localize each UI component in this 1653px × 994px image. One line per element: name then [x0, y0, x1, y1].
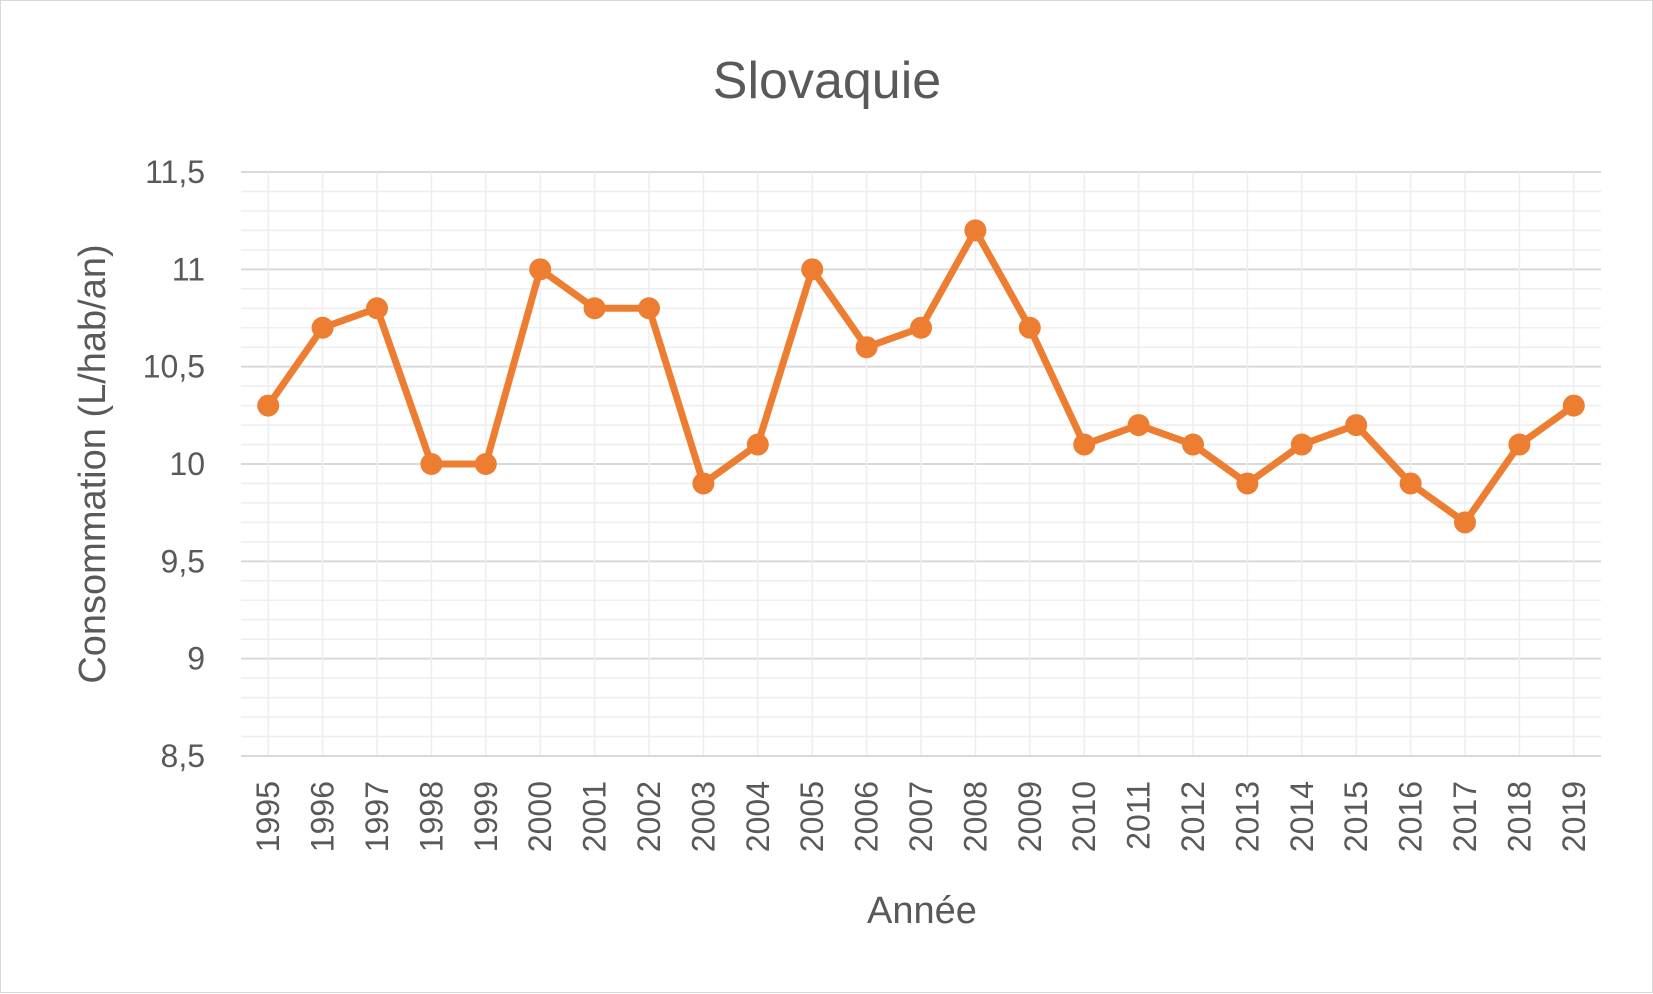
data-point	[1073, 433, 1096, 456]
x-tick-label: 2000	[522, 781, 558, 852]
x-tick-label: 2015	[1338, 781, 1374, 852]
x-tick-label: 2013	[1229, 781, 1265, 852]
data-point	[1562, 394, 1585, 417]
x-tick-label: 2004	[740, 781, 776, 852]
y-tick-label: 9,5	[161, 543, 205, 579]
x-tick-label: 2014	[1284, 781, 1320, 852]
data-point	[583, 297, 606, 320]
data-point	[964, 219, 987, 242]
y-tick-label: 11	[172, 251, 205, 287]
vertical-gridlines	[241, 172, 1601, 757]
data-point	[638, 297, 660, 320]
x-tick-label: 2005	[794, 781, 830, 852]
y-tick-label: 10	[169, 446, 205, 482]
data-point	[910, 316, 932, 339]
y-tick-label: 11,5	[145, 154, 205, 190]
x-tick-label: 2017	[1447, 781, 1483, 852]
x-tick-label: 1999	[468, 781, 504, 852]
x-tick-labels: 1995 1996 1997 1998 1999 2000 2001 2002 2003 2004…	[250, 781, 1592, 852]
data-point	[1399, 472, 1422, 495]
x-tick-label: 1998	[413, 781, 449, 852]
data-point	[420, 453, 443, 475]
x-tick-label: 1997	[359, 781, 395, 852]
data-point	[1236, 472, 1259, 495]
y-axis-title: Consommation (L/hab/an)	[72, 244, 114, 683]
data-point	[801, 258, 824, 281]
x-tick-label: 1996	[305, 781, 341, 852]
x-tick-label: 2010	[1066, 781, 1102, 852]
x-tick-label: 2007	[903, 781, 939, 852]
data-point	[1182, 433, 1204, 456]
data-point	[1454, 511, 1476, 534]
x-tick-label: 2006	[849, 781, 885, 852]
data-point	[311, 316, 334, 339]
data-point	[529, 258, 552, 281]
x-tick-label: 2009	[1012, 781, 1048, 852]
x-tick-label: 2008	[957, 781, 993, 852]
x-tick-label: 2002	[631, 781, 667, 852]
y-tick-label: 10,5	[143, 349, 205, 385]
x-tick-label: 1995	[250, 781, 286, 852]
data-point	[1290, 433, 1313, 456]
chart-title: Slovaquie	[713, 52, 941, 110]
x-tick-label: 2016	[1393, 781, 1429, 852]
data-point	[692, 472, 715, 495]
data-point	[1508, 433, 1531, 456]
data-point	[1345, 414, 1368, 437]
data-point	[1127, 414, 1150, 437]
y-tick-label: 9	[187, 641, 205, 677]
x-tick-label: 2003	[685, 781, 721, 852]
data-point	[1018, 316, 1041, 339]
x-tick-label: 2011	[1121, 781, 1157, 850]
y-tick-labels: 8,5 9 9,5 10 10,5 11 11,5	[143, 154, 205, 774]
series-points	[257, 219, 1585, 534]
y-tick-label: 8,5	[161, 738, 205, 774]
x-tick-label: 2012	[1175, 781, 1211, 852]
data-point	[855, 336, 878, 359]
x-tick-label: 2018	[1501, 781, 1537, 852]
data-point	[366, 297, 388, 320]
x-tick-label: 2019	[1556, 781, 1592, 852]
x-axis-title: Année	[867, 890, 977, 932]
data-point	[746, 433, 769, 456]
data-point	[257, 394, 280, 417]
data-point	[474, 453, 497, 475]
x-tick-label: 2001	[577, 781, 613, 852]
